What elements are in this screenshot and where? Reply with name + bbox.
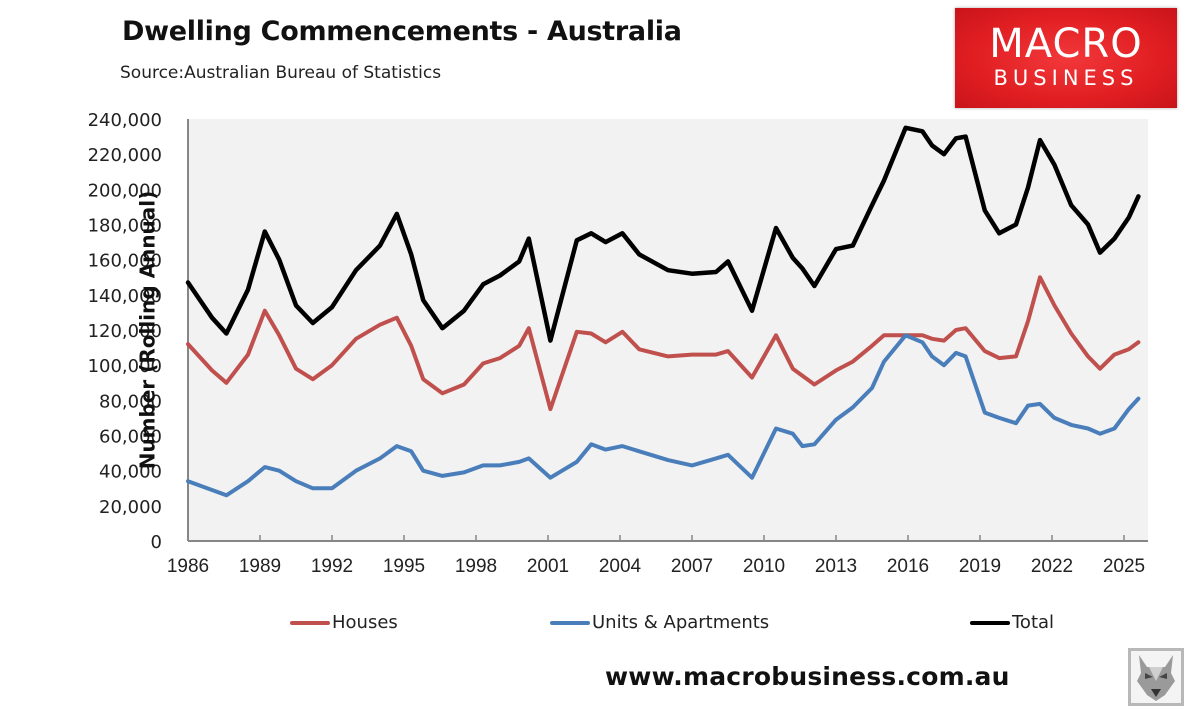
plot-area <box>188 119 1148 541</box>
x-axis-labels: 1986 1989 1992 1995 1998 2001 2004 2007 2010 2013… <box>167 556 1145 577</box>
legend-label-houses: Houses <box>332 612 398 633</box>
legend-swatch-units <box>550 620 590 625</box>
legend-swatch-houses <box>290 620 330 625</box>
x-tick-label: 1992 <box>311 556 353 577</box>
x-tick-label: 1998 <box>455 556 497 577</box>
legend-item-total: Total <box>970 612 1054 633</box>
x-tick-label: 2025 <box>1103 556 1145 577</box>
wolf-head-svg <box>1137 655 1175 701</box>
logo-text-business: BUSINESS <box>993 66 1139 90</box>
x-tick-label: 1989 <box>239 556 281 577</box>
chart-legend: Houses Units & Apartments Total <box>0 612 1200 636</box>
x-tick-label: 2016 <box>887 556 929 577</box>
x-tick-label: 2007 <box>671 556 713 577</box>
website-url: www.macrobusiness.com.au <box>605 662 1010 691</box>
y-tick-label: 40,000 <box>99 462 162 483</box>
legend-item-houses: Houses <box>290 612 398 633</box>
x-tick-label: 1995 <box>383 556 425 577</box>
data-series <box>185 125 1141 498</box>
x-tick-label: 2010 <box>743 556 785 577</box>
chart-source: Source:Australian Bureau of Statistics <box>120 63 442 83</box>
y-axis-title: Number (Rolling Annual) <box>135 190 160 470</box>
y-tick-label: 160,000 <box>88 251 162 272</box>
x-tick-label: 1986 <box>167 556 209 577</box>
legend-swatch-total <box>970 620 1010 625</box>
legend-label-units: Units & Apartments <box>592 612 770 633</box>
y-tick-label: 80,000 <box>99 391 162 412</box>
y-axis-labels: 0 20,000 40,000 60,000 80,000 100,000 120,000 1… <box>88 110 162 553</box>
y-tick-label: 120,000 <box>88 321 162 342</box>
wolf-head-icon <box>1128 648 1184 706</box>
y-tick-label: 200,000 <box>88 180 162 201</box>
y-tick-label: 60,000 <box>99 427 162 448</box>
units-apartments-line <box>186 333 1141 498</box>
y-tick-label: 220,000 <box>88 145 162 166</box>
macrobusiness-logo: MACRO BUSINESS <box>955 8 1177 108</box>
houses-line <box>186 275 1141 412</box>
x-tick-label: 2022 <box>1031 556 1073 577</box>
x-tick-label: 2004 <box>599 556 642 577</box>
y-tick-label: 180,000 <box>88 216 162 237</box>
y-tick-label: 100,000 <box>88 356 162 377</box>
total-line <box>185 125 1141 343</box>
x-tick-label: 2019 <box>959 556 1001 577</box>
y-tick-label: 140,000 <box>88 286 162 307</box>
y-tick-label: 20,000 <box>99 497 162 518</box>
line-chart: 0 20,000 40,000 60,000 80,000 100,000 120,000 1… <box>88 110 1148 577</box>
chart-title: Dwelling Commencements - Australia <box>122 16 682 47</box>
y-tick-label: 0 <box>151 532 162 553</box>
x-tick-label: 2013 <box>815 556 857 577</box>
legend-label-total: Total <box>1012 612 1055 633</box>
legend-item-units: Units & Apartments <box>550 612 769 633</box>
x-tick-label: 2001 <box>527 556 569 577</box>
y-tick-label: 240,000 <box>88 110 162 131</box>
logo-text-macro: MACRO <box>989 21 1143 67</box>
